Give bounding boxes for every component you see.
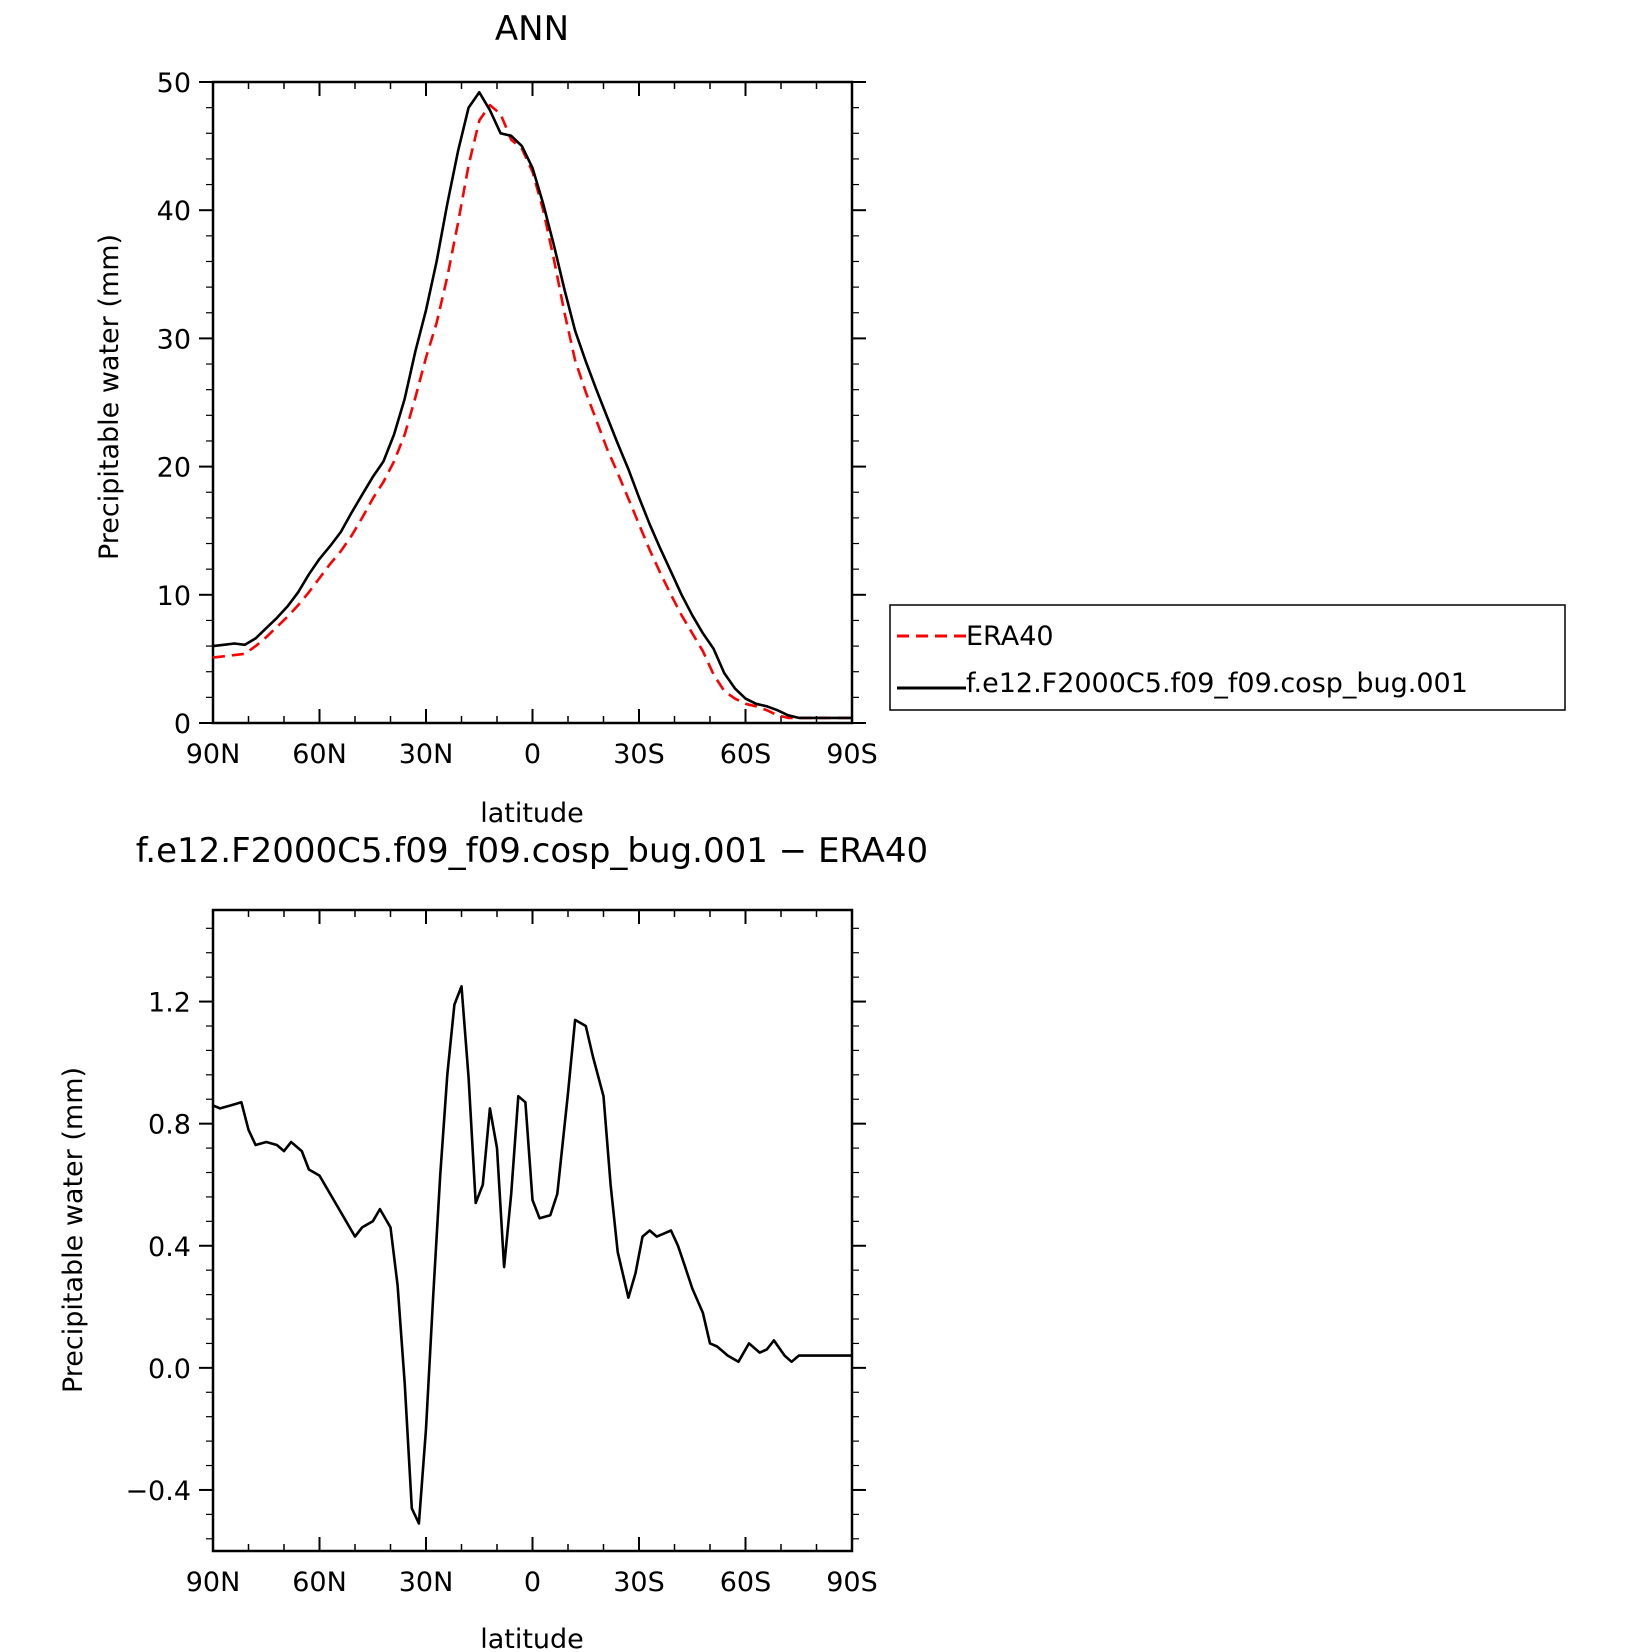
top-y-tick-label: 20	[157, 453, 191, 484]
bottom-x-axis-label: latitude	[480, 1624, 584, 1652]
bottom-plot-area: 90N 60N 30N 0 30S 60S 90S −0.4 0.0 0.4 0.8 1.2	[125, 908, 878, 1598]
top-series-line-0	[212, 103, 852, 720]
top-x-tick-label: 60N	[292, 739, 347, 770]
top-y-tick-label: 50	[157, 68, 191, 99]
bottom-y-tick-label: 0.0	[148, 1354, 191, 1385]
top-plot-frame	[211, 80, 854, 725]
bottom-x-tick-label: 30S	[613, 1567, 665, 1598]
bottom-plot-frame	[211, 908, 854, 1553]
top-panel: ANN 90N 60N 30N 0 30S 60S 90S 0 10 20 30 40 50 latit…	[94, 9, 878, 829]
bottom-y-tick-label: 1.2	[148, 988, 191, 1019]
top-x-axis-label: latitude	[480, 798, 584, 829]
top-y-tick-label: 10	[157, 581, 191, 612]
legend-box	[889, 604, 1566, 711]
bottom-y-tick-label: 0.8	[148, 1110, 191, 1141]
top-y-axis-label: Precipitable water (mm)	[94, 234, 125, 560]
legend-label-model: f.e12.F2000C5.f09_f09.cosp_bug.001	[966, 668, 1468, 699]
bottom-y-axis-label: Precipitable water (mm)	[58, 1067, 89, 1393]
bottom-y-tick-label: 0.4	[148, 1232, 191, 1263]
bottom-panel-title: f.e12.F2000C5.f09_f09.cosp_bug.001 − ERA…	[136, 831, 928, 871]
bottom-x-tick-label: 90N	[186, 1567, 241, 1598]
top-series-line-1	[212, 91, 852, 720]
top-x-tick-label: 30N	[399, 739, 454, 770]
bottom-x-tick-label: 90S	[826, 1567, 878, 1598]
bottom-y-tick-label: −0.4	[125, 1476, 191, 1507]
top-x-tick-label: 30S	[613, 739, 665, 770]
bottom-series-line-0	[212, 984, 852, 1525]
top-x-tick-label: 0	[524, 739, 541, 770]
top-y-tick-label: 30	[157, 324, 191, 355]
bottom-x-tick-label: 30N	[399, 1567, 454, 1598]
bottom-x-tick-label: 0	[524, 1567, 541, 1598]
top-x-tick-label: 90S	[826, 739, 878, 770]
legend: ERA40 f.e12.F2000C5.f09_f09.cosp_bug.001	[889, 604, 1566, 711]
bottom-x-tick-label: 60N	[292, 1567, 347, 1598]
bottom-panel: f.e12.F2000C5.f09_f09.cosp_bug.001 − ERA…	[58, 831, 928, 1652]
legend-label-era40: ERA40	[966, 621, 1054, 652]
top-panel-title: ANN	[495, 9, 569, 49]
top-x-tick-label: 60S	[720, 739, 772, 770]
top-y-tick-label: 0	[174, 709, 191, 740]
top-y-tick-label: 40	[157, 196, 191, 227]
bottom-x-tick-label: 60S	[720, 1567, 772, 1598]
top-plot-area: 90N 60N 30N 0 30S 60S 90S 0 10 20 30 40 50	[157, 68, 878, 770]
top-x-tick-label: 90N	[186, 739, 241, 770]
